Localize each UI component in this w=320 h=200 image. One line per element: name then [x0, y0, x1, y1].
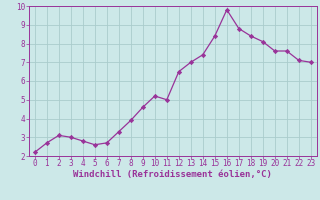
X-axis label: Windchill (Refroidissement éolien,°C): Windchill (Refroidissement éolien,°C) [73, 170, 272, 179]
